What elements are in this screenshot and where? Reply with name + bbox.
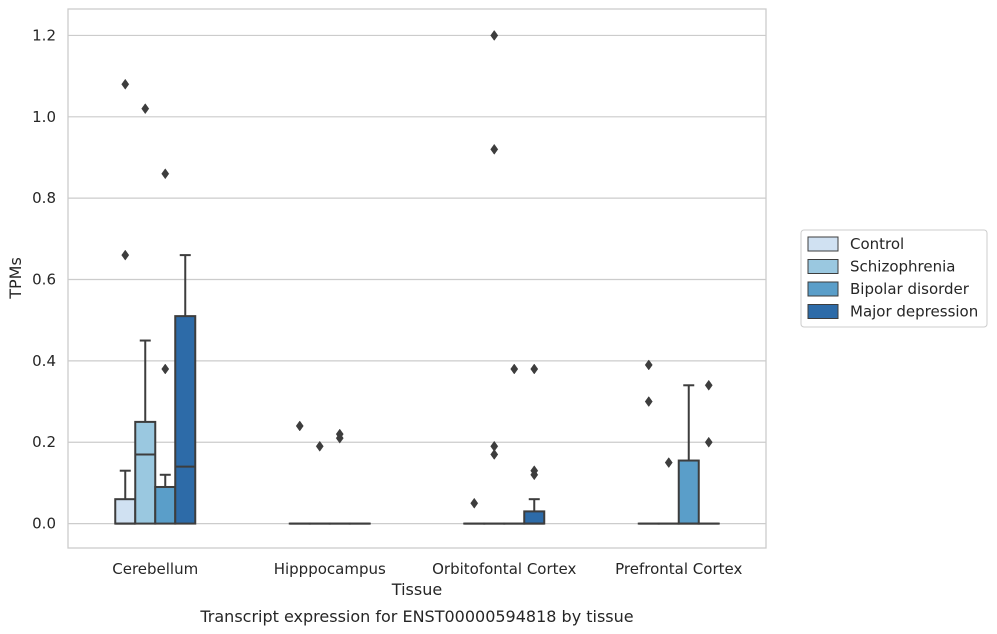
legend-label: Schizophrenia — [850, 258, 955, 276]
outlier-point — [530, 465, 539, 477]
box-group — [523, 498, 546, 525]
outlier-point — [161, 363, 170, 375]
y-tick-label: 0.0 — [32, 515, 56, 533]
box — [154, 485, 177, 525]
x-tick-label: Prefrontal Cortex — [615, 560, 742, 578]
y-tick-label: 0.8 — [32, 189, 56, 207]
x-axis-title: Tissue — [391, 580, 442, 599]
outlier-point — [644, 396, 653, 407]
legend-swatch — [807, 259, 839, 274]
legend-label: Control — [850, 235, 904, 253]
x-tick-label: Cerebellum — [112, 560, 198, 578]
box-group — [174, 254, 197, 525]
box-group — [677, 384, 700, 525]
figure-caption: Transcript expression for ENST0000059481… — [199, 607, 633, 626]
outlier-point — [490, 143, 499, 155]
legend-frame — [800, 229, 988, 328]
y-tick-label: 0.4 — [32, 352, 56, 370]
outlier-point — [295, 420, 304, 432]
outlier-points — [121, 30, 713, 509]
y-tick-label: 0.2 — [32, 433, 56, 451]
outlier-point — [121, 249, 130, 261]
outlier-point — [490, 30, 499, 41]
legend-swatch — [807, 281, 839, 297]
y-tick-label: 1.0 — [32, 108, 56, 126]
box — [134, 420, 157, 525]
outlier-point — [530, 363, 539, 375]
outlier-point — [644, 359, 653, 371]
legend-swatch — [807, 304, 839, 319]
box — [114, 498, 137, 525]
legend-label: Major depression — [850, 303, 978, 321]
outlier-point — [490, 449, 499, 460]
y-tick-label: 0.6 — [32, 271, 56, 289]
x-tick-label: Hipppocampus — [274, 560, 386, 578]
outlier-point — [335, 428, 344, 440]
box — [174, 315, 197, 525]
outlier-point — [704, 379, 713, 391]
plot-area — [67, 8, 767, 549]
box-plots — [114, 254, 720, 525]
x-tick-label: Orbitofontal Cortex — [432, 560, 576, 578]
outlier-point — [704, 436, 713, 448]
x-axis-ticks: Cerebellum Hipppocampus Orbitofontal Corte… — [112, 560, 742, 578]
box — [523, 510, 546, 525]
y-axis-title: TPMs — [6, 257, 25, 300]
outlier-point — [490, 440, 499, 452]
outlier-point — [121, 78, 130, 90]
legend-label: Bipolar disorder — [850, 280, 970, 298]
y-tick-label: 1.2 — [32, 26, 56, 44]
outlier-point — [161, 168, 170, 180]
outlier-point — [141, 103, 150, 115]
outlier-point — [664, 457, 673, 469]
y-axis-ticks: 0.0 0.2 0.4 0.6 0.8 1.0 1.2 — [32, 26, 56, 532]
outlier-point — [470, 497, 479, 509]
box — [677, 459, 700, 525]
legend: Control Schizophrenia Bipolar disorder Majo… — [800, 229, 988, 328]
legend-swatch — [807, 236, 839, 252]
outlier-point — [315, 440, 324, 452]
box-group — [134, 339, 157, 525]
outlier-point — [510, 363, 519, 375]
